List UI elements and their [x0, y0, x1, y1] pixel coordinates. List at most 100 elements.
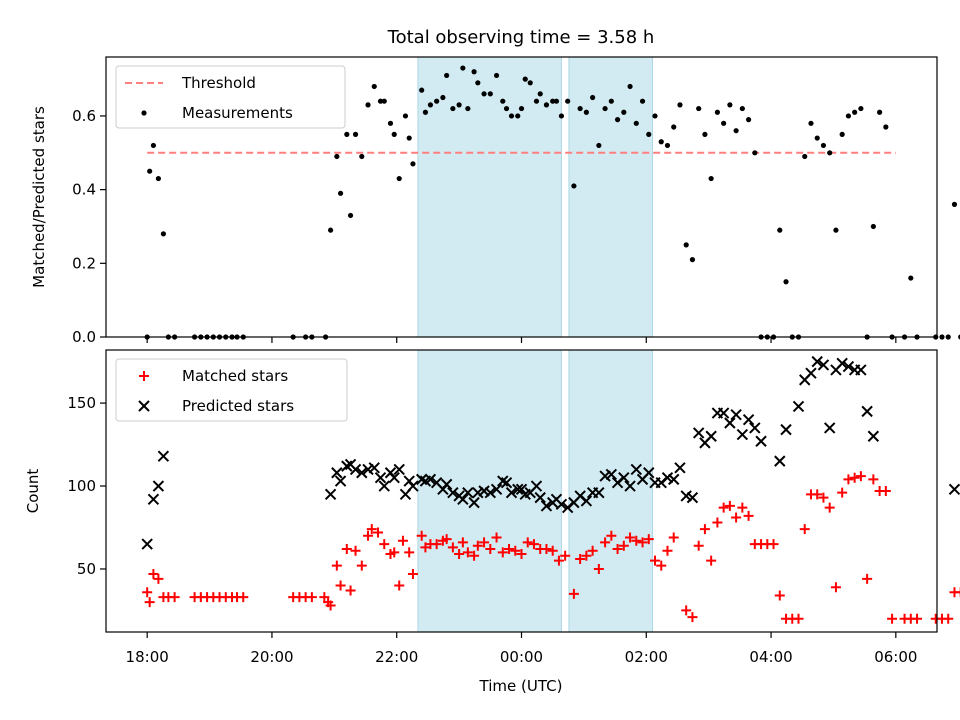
data-point [824, 502, 835, 513]
series-matched-stars [142, 471, 960, 624]
data-point [479, 537, 490, 548]
data-point [833, 227, 839, 233]
data-point [422, 109, 429, 115]
data-point [374, 472, 387, 484]
data-point [714, 109, 720, 115]
data-point [454, 549, 465, 560]
data-point [160, 231, 166, 237]
data-point [945, 334, 951, 340]
data-point [596, 142, 602, 149]
data-point [541, 544, 552, 555]
data-point [447, 542, 458, 553]
data-point [394, 580, 405, 591]
data-point [587, 545, 598, 556]
legend: Matched stars Predicted stars [115, 358, 348, 422]
data-point [396, 175, 402, 182]
data-point [540, 500, 553, 512]
data-point [431, 539, 442, 550]
data-point [625, 532, 636, 543]
data-point [730, 408, 742, 421]
data-point [493, 72, 500, 79]
data-point [656, 560, 667, 571]
data-point [721, 120, 727, 126]
data-point [689, 257, 696, 263]
data-point [862, 573, 873, 584]
data-point [855, 364, 867, 376]
data-point [618, 540, 629, 551]
data-point [696, 105, 702, 112]
data-point [605, 468, 618, 481]
data-point [583, 109, 589, 115]
data-point [671, 124, 677, 130]
data-point [717, 407, 730, 419]
x-axis-label: Time (UTC) [479, 677, 563, 695]
data-point [818, 492, 829, 503]
data-point [490, 483, 503, 496]
data-point [377, 98, 384, 104]
data-point [468, 496, 480, 509]
data-point [639, 98, 646, 104]
data-point [543, 102, 550, 108]
data-point [650, 555, 661, 566]
data-point [733, 128, 739, 134]
data-point [306, 592, 317, 603]
data-point [662, 545, 673, 556]
y-tick-label: 50 [77, 560, 96, 578]
data-point [849, 472, 860, 483]
data-point [381, 98, 387, 104]
data-point [481, 91, 487, 97]
data-point [565, 98, 571, 104]
bottom-panel: 50 100 150 18:00 20:00 22:00 00:00 02:00 04:00 06… [24, 349, 960, 666]
data-point [774, 455, 786, 467]
data-point [553, 98, 560, 104]
data-point [366, 524, 377, 535]
data-point [708, 175, 714, 182]
data-point [842, 360, 855, 373]
data-point [845, 113, 852, 119]
legend: Threshold Measurements [115, 65, 346, 129]
data-point [331, 467, 343, 479]
data-point [590, 94, 596, 101]
data-point [393, 463, 405, 476]
data-point [674, 462, 686, 474]
observing-interval-shade [568, 349, 654, 633]
data-point [440, 478, 453, 491]
data-point [522, 537, 533, 548]
data-point [349, 463, 362, 476]
data-point [345, 585, 356, 596]
data-point [799, 524, 810, 535]
data-point [712, 517, 723, 528]
data-point [373, 527, 384, 538]
data-point [736, 428, 749, 441]
data-point [802, 153, 808, 160]
data-point [768, 539, 779, 550]
data-point [887, 613, 898, 624]
data-point [465, 105, 471, 112]
data-point [388, 472, 400, 484]
data-point [508, 113, 515, 119]
data-point [686, 491, 699, 504]
data-point [378, 480, 390, 492]
data-point [533, 98, 540, 104]
data-point [752, 150, 758, 156]
data-point [404, 547, 415, 558]
data-point [147, 168, 153, 174]
data-point [867, 430, 880, 442]
data-point [537, 91, 543, 97]
data-point [817, 359, 830, 371]
data-point [341, 460, 353, 472]
data-point [528, 539, 539, 550]
data-point [808, 120, 814, 126]
data-point [755, 435, 767, 447]
x-tick-label: 18:00 [126, 648, 169, 666]
legend-label: Predicted stars [182, 397, 294, 415]
data-point [379, 539, 390, 550]
data-point [814, 135, 820, 141]
data-point [600, 537, 611, 548]
data-point [324, 488, 337, 501]
data-point [153, 573, 164, 584]
data-point [951, 201, 958, 207]
x-tick-label: 22:00 [375, 648, 418, 666]
data-point [147, 493, 160, 506]
y-tick-label: 100 [67, 477, 96, 495]
